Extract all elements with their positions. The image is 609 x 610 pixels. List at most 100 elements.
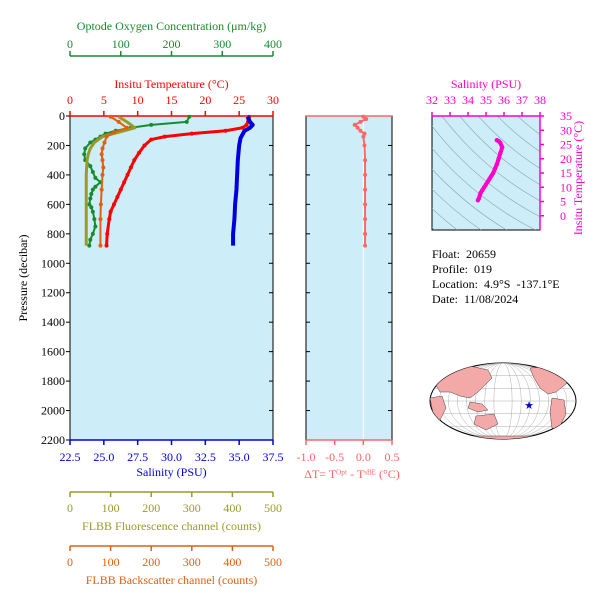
- delta-t-tick-label: -0.5: [325, 450, 344, 464]
- pressure-tick-label: 1200: [41, 286, 65, 300]
- pressure-tick-label: 1600: [41, 345, 65, 359]
- salinity-tick-label: 27.5: [127, 450, 148, 464]
- backscatter-tick-label: 0: [67, 555, 73, 569]
- ts-salinity-tick-label: 35: [480, 93, 492, 107]
- delta-t-point: [363, 158, 368, 163]
- ts-temperature-axis-label: Insitu Temperature (°C): [571, 121, 585, 235]
- temperature-point: [142, 143, 147, 148]
- profile-number: Profile: 019: [432, 262, 492, 276]
- oxygen-point: [92, 217, 97, 222]
- backscatter-tick-label: 500: [264, 555, 282, 569]
- backscatter-axis-label: FLBB Backscatter channel (counts): [86, 573, 258, 587]
- map-landmass-south-america: [549, 397, 567, 431]
- backscatter-point: [99, 187, 104, 192]
- ts-point: [498, 150, 503, 156]
- fluorescence-tick-label: 0: [67, 501, 73, 515]
- oxygen-tick-label: 100: [112, 37, 130, 51]
- fluorescence-tick-label: 500: [264, 501, 282, 515]
- oxygen-axis-label: Optode Oxygen Concentration (μm/kg): [77, 19, 266, 33]
- oxygen-point: [93, 175, 98, 180]
- world-map: ★: [429, 362, 577, 440]
- fluorescence-tick-label: 200: [142, 501, 160, 515]
- oxygen-point: [83, 146, 88, 151]
- oxygen-point: [88, 140, 93, 145]
- delta-t-point: [358, 119, 363, 124]
- backscatter-point: [116, 119, 121, 124]
- pressure-tick-label: 1400: [41, 315, 65, 329]
- ts-point: [500, 145, 505, 150]
- salinity-profile-line: [231, 115, 255, 246]
- oxygen-tick-label: 300: [213, 37, 231, 51]
- temperature-point: [162, 134, 167, 139]
- delta-t-point: [361, 114, 366, 119]
- temperature-point: [111, 202, 116, 207]
- plot-area: [69, 115, 274, 441]
- delta-t-point: [355, 125, 360, 130]
- backscatter-point: [101, 165, 106, 170]
- oxygen-point: [90, 169, 95, 174]
- oxygen-tick-label: 0: [67, 37, 73, 51]
- ts-temperature-tick-label: 20: [560, 152, 572, 166]
- delta-t-plot: -1.0 -0.5 0.0 0.5 ΔT= Tᴼᵖᵗ - Tˢᴮᴱ (°C): [297, 114, 400, 481]
- temperature-profile-line: [105, 116, 251, 246]
- ts-point: [496, 156, 501, 161]
- delta-t-tick-label: -1.0: [297, 450, 316, 464]
- delta-t-point: [363, 243, 368, 248]
- pressure-tick-label: 400: [47, 168, 65, 182]
- temperature-point: [189, 131, 194, 136]
- salinity-tick-label: 32.5: [195, 450, 216, 464]
- pressure-axis-label: Pressure (decibar): [16, 235, 30, 322]
- oxygen-point: [82, 152, 87, 157]
- temperature-tick-label: 10: [132, 93, 144, 107]
- delta-t-point: [358, 128, 363, 133]
- ts-temperature-tick-label: 5: [560, 195, 566, 209]
- backscatter-point: [100, 172, 105, 177]
- oxygen-profile-line: [83, 116, 191, 246]
- oxygen-point: [90, 231, 95, 236]
- profile-date: Date: 11/08/2024: [432, 292, 519, 306]
- backscatter-point: [100, 158, 105, 163]
- oxygen-point: [149, 122, 154, 127]
- temperature-point: [149, 137, 154, 142]
- pressure-tick-label: 0: [59, 109, 65, 123]
- ts-salinity-tick-label: 36: [498, 93, 510, 107]
- ts-plot-area: [431, 115, 541, 231]
- ts-salinity-tick-label: 37: [516, 93, 528, 107]
- oxygen-point: [93, 184, 98, 189]
- pressure-tick-label: 600: [47, 197, 65, 211]
- oxygen-point: [89, 192, 94, 197]
- temperature-point: [105, 231, 110, 236]
- pressure-tick-label: 2000: [41, 404, 65, 418]
- oxygen-tick-label: 400: [264, 37, 282, 51]
- temperature-point: [122, 180, 127, 185]
- delta-t-point: [363, 217, 368, 222]
- temperature-point: [125, 172, 130, 177]
- fluorescence-tick-label: 300: [183, 501, 201, 515]
- temperature-point: [107, 217, 112, 222]
- backscatter-point: [104, 134, 109, 139]
- pressure-tick-label: 2200: [41, 433, 65, 447]
- fluorescence-tick-label: 100: [102, 501, 120, 515]
- temperature-point: [128, 165, 133, 170]
- map-landmass-australia: [473, 413, 499, 431]
- backscatter-point: [98, 202, 103, 207]
- fluorescence-axis-label: FLBB Fluorescence channel (counts): [82, 519, 261, 533]
- oxygen-point: [187, 114, 192, 119]
- backscatter-point: [124, 125, 129, 130]
- delta-t-tick-label: 0.5: [385, 450, 400, 464]
- backscatter-tick-label: 100: [102, 555, 120, 569]
- map-longitude-line: [475, 363, 531, 439]
- temperature-tick-label: 0: [67, 93, 73, 107]
- ts-point: [494, 138, 499, 143]
- ts-temperature-tick-label: 0: [560, 209, 566, 223]
- delta-t-point: [363, 187, 368, 192]
- temperature-point: [223, 128, 228, 133]
- temperature-point: [104, 243, 109, 248]
- temperature-point: [244, 122, 249, 127]
- map-longitude-line: [484, 363, 522, 439]
- ts-temperature-tick-label: 25: [560, 138, 572, 152]
- delta-t-tick-label: 0.0: [356, 450, 371, 464]
- salinity-tick-label: 25.0: [93, 450, 114, 464]
- oxygen-point: [88, 237, 93, 242]
- ts-salinity-tick-label: 33: [444, 93, 456, 107]
